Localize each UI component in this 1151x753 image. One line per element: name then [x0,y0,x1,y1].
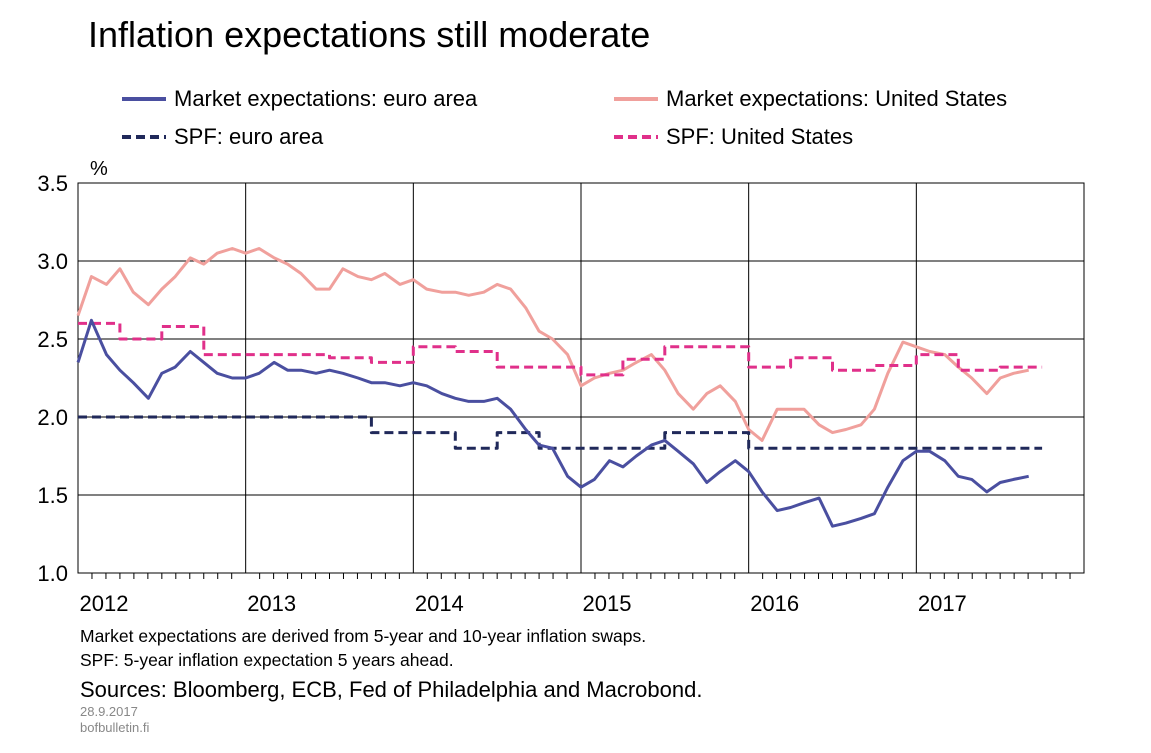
publish-date: 28.9.2017 [80,704,138,719]
series-line-market-us [76,247,1030,442]
legend-label-market-euro: Market expectations: euro area [174,86,478,111]
legend-label-spf-us: SPF: United States [666,124,854,149]
note-2: SPF: 5-year inflation expectation 5 year… [80,650,454,670]
x-tick-label: 2012 [80,591,129,616]
legend-label-market-us: Market expectations: United States [666,86,1008,111]
y-tick-label: 3.5 [37,171,68,196]
legend-swatch-market-euro [122,97,166,101]
y-tick-label: 1.5 [37,483,68,508]
y-tick-label: 2.0 [37,405,68,430]
x-tick-label: 2016 [750,591,799,616]
chart-plot: 1.0 1.5 2.0 2.5 3.0 3.5 2012 2013 2014 2015 2016 20… [37,171,1085,616]
y-tick-label: 1.0 [37,561,68,586]
series-line-market-euro [76,318,1030,528]
legend-swatch-spf-euro [122,135,166,139]
legend-item-spf-euro: SPF: euro area [120,124,323,150]
x-tick-label: 2017 [918,591,967,616]
x-tick-label: 2014 [415,591,464,616]
series-line-spf-us [78,321,1043,377]
x-tick-label: 2015 [583,591,632,616]
y-axis-unit: % [90,158,108,180]
x-tick-label: 2013 [247,591,296,616]
series-line-spf-euro [78,415,1043,450]
y-tick-label: 3.0 [37,249,68,274]
chart-title: Inflation expectations still moderate [88,14,651,55]
legend-swatch-spf-us [614,135,658,139]
note-1: Market expectations are derived from 5-y… [80,626,647,646]
legend-item-market-us: Market expectations: United States [612,86,1007,112]
y-tick-label: 2.5 [37,327,68,352]
plot-frame [77,182,1085,574]
legend-item-market-euro: Market expectations: euro area [120,86,477,112]
site-name: bofbulletin.fi [80,720,150,735]
legend-label-spf-euro: SPF: euro area [174,124,324,149]
sources-text: Sources: Bloomberg, ECB, Fed of Philadel… [80,677,703,702]
legend-item-spf-us: SPF: United States [612,124,853,150]
legend-swatch-market-us [614,97,658,101]
